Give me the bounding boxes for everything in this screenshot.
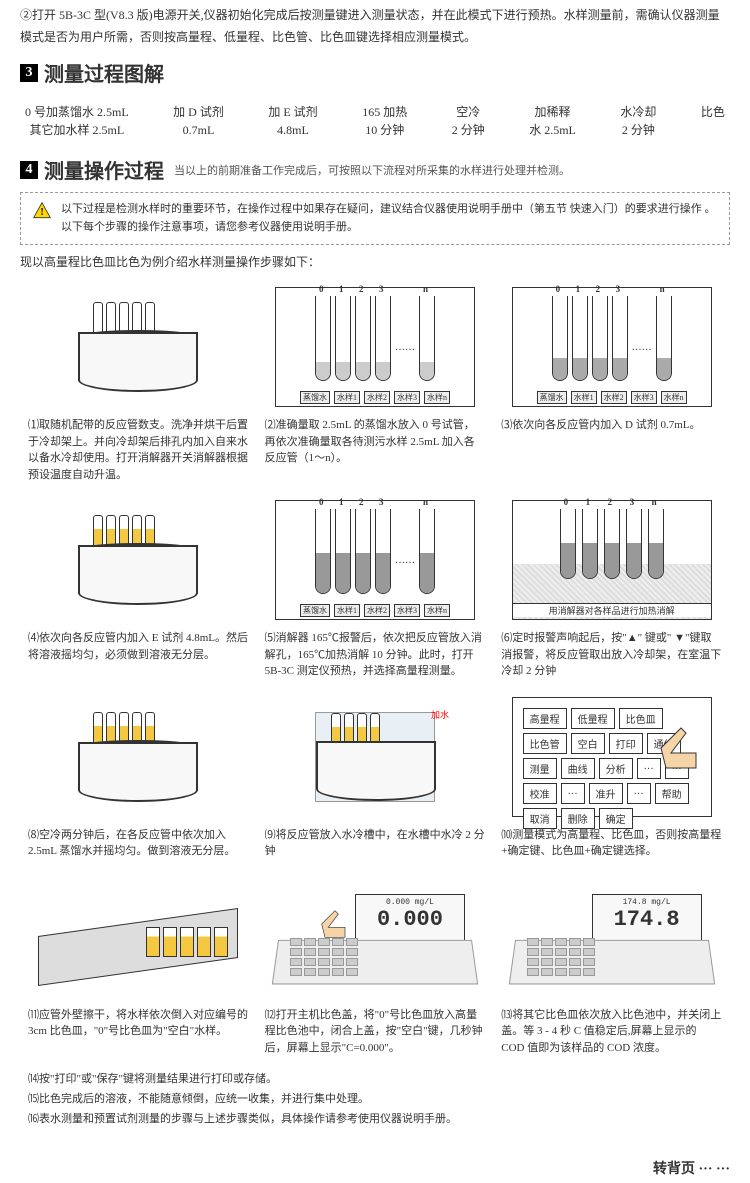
step-11: 0.000 mg/L 0.000 ⑿打开主机比色盖，将"0"号比色皿放入高量程比…	[257, 866, 494, 1063]
section-3-num: 3	[20, 64, 38, 82]
step-11-fig: 0.000 mg/L 0.000	[265, 872, 486, 1002]
panel-button[interactable]: 高量程	[523, 708, 567, 729]
steps-intro: 现以高量程比色皿比色为例介绍水样测量操作步骤如下：	[20, 253, 730, 270]
step-5-fig: 0123……n蒸馏水水样1水样2水样3水样n	[265, 495, 486, 625]
step-4: ⑷依次向各反应管内加入 E 试剂 4.8mL。然后将溶液摇均匀，必须做到溶液无分…	[20, 489, 257, 686]
panel-button[interactable]: 空白	[571, 733, 605, 754]
note-line-1: 以下过程是检测水样时的重要环节，在操作过程中如果存在疑问，建议结合仪器使用说明手…	[61, 201, 716, 219]
flow-item: 比色	[701, 103, 725, 139]
step-2-fig: 0123……n蒸馏水水样1水样2水样3水样n	[265, 282, 486, 412]
svg-text:!: !	[40, 207, 43, 218]
panel-button[interactable]: 准升	[589, 783, 623, 804]
steps-grid: ⑴取随机配带的反应管数支。洗净并烘干后置于冷却架上。并向冷却架后排孔内加入自来水…	[20, 276, 730, 1062]
panel-button[interactable]: 删除	[561, 808, 595, 829]
step-10-caption: ⑾应管外壁擦干，将水样依次倒入对应编号的 3cm 比色皿，"0"号比色皿为"空白…	[28, 1007, 249, 1040]
hand-icon	[315, 904, 355, 944]
step-12-fig: 174.8 mg/L 174.8	[501, 872, 722, 1002]
step-7: ⑻空冷两分钟后，在各反应管中依次加入 2.5mL 蒸馏水并摇均匀。做到溶液无分层…	[20, 686, 257, 866]
extra-3: ⒃表水测量和预置试剂测量的步骤与上述步骤类似，具体操作请参考使用仪器说明手册。	[28, 1110, 722, 1130]
flow-item: 加稀释水 2.5mL	[529, 103, 576, 139]
section-4-num: 4	[20, 161, 38, 179]
flow-item: 165 加热10 分钟	[362, 103, 407, 139]
extra-1: ⒁按"打印"或"保存"键将测量结果进行打印或存储。	[28, 1070, 722, 1090]
step-6-fig: 0123n 用消解器对各样品进行加热消解	[501, 495, 722, 625]
flow-item: 水冷却2 分钟	[620, 103, 656, 139]
step-4-fig	[28, 495, 249, 625]
flow-row: 0 号加蒸馏水 2.5mL其它加水样 2.5mL 加 D 试剂0.7mL 加 E 试…	[20, 95, 730, 147]
section-3-label: 测量过程图解	[44, 58, 164, 87]
warning-icon: !	[31, 201, 53, 221]
section-4-label: 测量操作过程	[44, 155, 164, 184]
note-line-2: 以下每个步骤的操作注意事项，请您参考仪器使用说明手册。	[61, 219, 716, 237]
step-10-fig	[28, 872, 249, 1002]
step-5-caption: ⑸消解器 165℃报警后，依次把反应管放入消解孔，165℃加热消解 10 分钟。…	[265, 630, 486, 680]
panel-button[interactable]: 比色管	[523, 733, 567, 754]
flow-item: 加 D 试剂0.7mL	[173, 103, 224, 139]
panel-button[interactable]: …	[561, 783, 585, 804]
panel-button[interactable]: 取消	[523, 808, 557, 829]
step-7-caption: ⑻空冷两分钟后，在各反应管中依次加入 2.5mL 蒸馏水并摇均匀。做到溶液无分层…	[28, 827, 249, 860]
cool-label: 用消解器对各样品进行加热消解	[513, 603, 711, 617]
step-8-caption: ⑼将反应管放入水冷槽中，在水槽中水冷 2 分钟	[265, 827, 486, 860]
flow-item: 加 E 试剂4.8mL	[268, 103, 317, 139]
note-box: ! 以下过程是检测水样时的重要环节，在操作过程中如果存在疑问，建议结合仪器使用说…	[20, 192, 730, 245]
extra-2: ⒂比色完成后的溶液，不能随意倾倒，应统一收集，并进行集中处理。	[28, 1090, 722, 1110]
step-8: 加水 ⑼将反应管放入水冷槽中，在水槽中水冷 2 分钟	[257, 686, 494, 866]
step-10: ⑾应管外壁擦干，将水样依次倒入对应编号的 3cm 比色皿，"0"号比色皿为"空白…	[20, 866, 257, 1063]
page-footer: 转背页 ··· ···	[20, 1158, 730, 1178]
panel-button[interactable]: 分析	[599, 758, 633, 779]
panel-button[interactable]: 低量程	[571, 708, 615, 729]
flow-item: 空冷2 分钟	[452, 103, 485, 139]
panel-button[interactable]: 帮助	[655, 783, 689, 804]
step-7-fig	[28, 692, 249, 822]
step-2: 0123……n蒸馏水水样1水样2水样3水样n ⑵准确量取 2.5mL 的蒸馏水放…	[257, 276, 494, 489]
step-8-fig: 加水	[265, 692, 486, 822]
step-9-fig: 高量程低量程比色皿比色管空白打印通信测量曲线分析……校准…准升…帮助取消删除确定	[501, 692, 722, 822]
step-1-fig	[28, 282, 249, 412]
intro-text: ②打开 5B-3C 型(V8.3 版)电源开关,仪器初始化完成后按测量键进入测量…	[20, 5, 730, 48]
step-11-caption: ⑿打开主机比色盖，将"0"号比色皿放入高量程比色池中，闭合上盖，按"空白"键，几…	[265, 1007, 486, 1057]
step-6-caption: ⑹定时报警声响起后，按"▲" 键或" ▼"键取消报警，将反应管取出放入冷却架，在…	[501, 630, 722, 680]
step-9-caption: ⑽测量模式为高量程、比色皿，否则按高量程+确定键、比色皿+确定键选择。	[501, 827, 722, 860]
section-4-sub: 当以上的前期准备工作完成后，可按照以下流程对所采集的水样进行处理并检测。	[174, 162, 570, 178]
step-6: 0123n 用消解器对各样品进行加热消解 ⑹定时报警声响起后，按"▲" 键或" …	[493, 489, 730, 686]
step-9: 高量程低量程比色皿比色管空白打印通信测量曲线分析……校准…准升…帮助取消删除确定…	[493, 686, 730, 866]
step-1-caption: ⑴取随机配带的反应管数支。洗净并烘干后置于冷却架上。并向冷却架后排孔内加入自来水…	[28, 417, 249, 483]
step-3: 0123……n蒸馏水水样1水样2水样3水样n ⑶依次向各反应管内加入 D 试剂 …	[493, 276, 730, 489]
step-2-caption: ⑵准确量取 2.5mL 的蒸馏水放入 0 号试管，再依次准确量取各待测污水样 2…	[265, 417, 486, 467]
display-1: 0.000 mg/L 0.000	[355, 894, 465, 944]
section-4-title: 4 测量操作过程 当以上的前期准备工作完成后，可按照以下流程对所采集的水样进行处…	[20, 155, 730, 184]
panel-button[interactable]: 曲线	[561, 758, 595, 779]
step-3-fig: 0123……n蒸馏水水样1水样2水样3水样n	[501, 282, 722, 412]
hand-icon	[656, 718, 706, 778]
step-4-caption: ⑷依次向各反应管内加入 E 试剂 4.8mL。然后将溶液摇均匀，必须做到溶液无分…	[28, 630, 249, 663]
panel-button[interactable]: …	[627, 783, 651, 804]
step-5: 0123……n蒸馏水水样1水样2水样3水样n ⑸消解器 165℃报警后，依次把反…	[257, 489, 494, 686]
step-3-caption: ⑶依次向各反应管内加入 D 试剂 0.7mL。	[501, 417, 722, 434]
flow-item: 0 号加蒸馏水 2.5mL其它加水样 2.5mL	[25, 103, 129, 139]
step-12: 174.8 mg/L 174.8 ⒀将其它比色皿依次放入比色池中，并关闭上盖。等…	[493, 866, 730, 1063]
section-3-title: 3 测量过程图解	[20, 58, 730, 87]
step-1: ⑴取随机配带的反应管数支。洗净并烘干后置于冷却架上。并向冷却架后排孔内加入自来水…	[20, 276, 257, 489]
panel-button[interactable]: 测量	[523, 758, 557, 779]
display-2: 174.8 mg/L 174.8	[592, 894, 702, 944]
step-12-caption: ⒀将其它比色皿依次放入比色池中，并关闭上盖。等 3 - 4 秒 C 值稳定后,屏…	[501, 1007, 722, 1057]
extra-notes: ⒁按"打印"或"保存"键将测量结果进行打印或存储。 ⒂比色完成后的溶液，不能随意…	[20, 1062, 730, 1137]
panel-button[interactable]: 打印	[609, 733, 643, 754]
panel-button[interactable]: 校准	[523, 783, 557, 804]
panel-button[interactable]: 确定	[599, 808, 633, 829]
